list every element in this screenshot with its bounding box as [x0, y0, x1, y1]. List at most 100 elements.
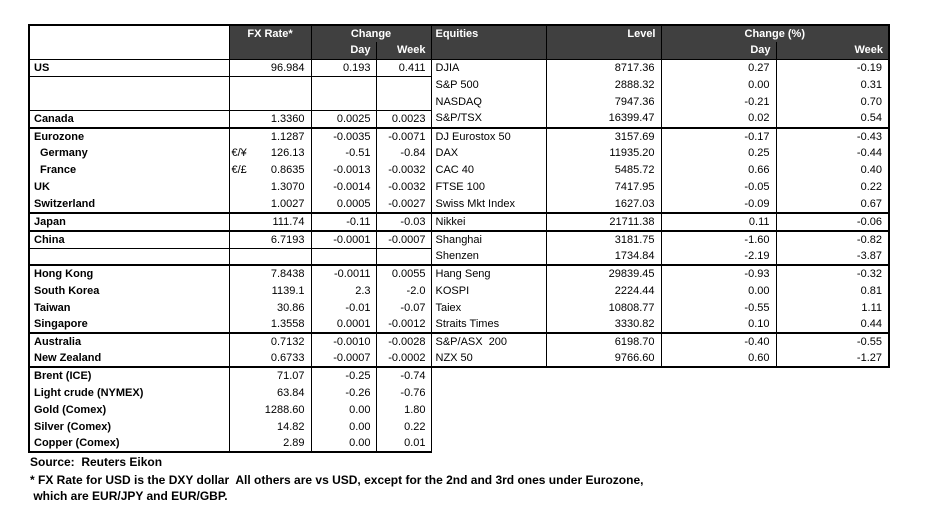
equity-change-day: 0.27	[660, 59, 776, 76]
empty-cell	[546, 435, 661, 452]
table-row: France €/£ 0.8635 -0.0013 -0.0032 CAC 40 5485.…	[28, 161, 890, 179]
table-row: Silver (Comex) 14.82 0.00 0.22	[28, 418, 889, 435]
equity-level: 29839.45	[545, 265, 661, 282]
market-table-body: US 96.984 0.193 0.411 DJIA 8717.36 0.27 -0.19 S&…	[28, 59, 890, 453]
equity-level: 6198.70	[545, 333, 661, 350]
table-row: S&P 500 2888.32 0.00 0.31	[28, 76, 890, 93]
equity-change-day: 0.00	[660, 76, 776, 93]
fx-change-day: -0.01	[310, 299, 376, 316]
table-row: US 96.984 0.193 0.411 DJIA 8717.36 0.27 -0.19	[28, 59, 890, 77]
equity-change-week: -0.06	[775, 212, 890, 232]
fx-label: Germany	[28, 144, 229, 162]
equity-change-week: 0.31	[775, 76, 890, 93]
fx-change-day: -0.0001	[310, 230, 376, 249]
fx-change-week: -2.0	[375, 282, 432, 299]
fx-label: US	[28, 59, 229, 77]
fx-change-day: -0.0035	[310, 127, 376, 145]
market-table-header: FX Rate* Change Equities Level Change (%…	[28, 24, 890, 60]
fx-change-day: -0.51	[310, 144, 376, 162]
fx-rate-value: 63.84	[276, 386, 305, 399]
fx-change-week: 0.0055	[375, 265, 432, 282]
empty-cell	[431, 401, 546, 418]
fx-rate-value: 0.7132	[270, 336, 305, 348]
fx-change-week: 0.0023	[375, 110, 432, 129]
fx-label	[28, 248, 229, 266]
fx-change-day: -0.0013	[310, 161, 376, 179]
table-row: Gold (Comex) 1288.60 0.00 1.80	[28, 401, 889, 418]
fx-rate-value: 126.13	[270, 147, 305, 159]
fx-change-day: -0.0014	[310, 178, 376, 196]
equity-name: Shanghai	[435, 233, 483, 246]
fx-change-week: 0.22	[375, 418, 432, 435]
fx-rate-value: 71.07	[276, 370, 305, 382]
equity-change-day: -2.19	[660, 248, 776, 266]
fx-change-week: -0.0002	[375, 350, 432, 368]
fx-rate-cell: 71.07	[228, 367, 311, 384]
fx-label	[28, 93, 229, 111]
equity-change-day: -0.09	[660, 195, 776, 214]
fx-day-header: Day	[310, 42, 376, 60]
market-table-area: FX Rate* Change Equities Level Change (%…	[28, 24, 890, 453]
fx-change-week: -0.07	[375, 299, 432, 316]
equity-name: DAX	[435, 147, 459, 159]
empty-cell	[661, 384, 776, 401]
fx-change-day	[310, 248, 376, 266]
equity-change-week: 0.44	[775, 316, 890, 334]
empty-cell	[431, 384, 546, 401]
fx-rate-cell: 1.3360	[228, 110, 311, 129]
fx-change-week: -0.03	[375, 212, 432, 232]
table-row: Germany €/¥ 126.13 -0.51 -0.84 DAX 11935.20 0.2…	[28, 144, 890, 162]
equity-change-week: -0.44	[775, 144, 890, 162]
equity-change-day: -0.05	[660, 178, 776, 196]
fx-rate-cell: 0.7132	[228, 333, 311, 350]
equity-change-day: 0.00	[660, 282, 776, 299]
market-table: FX Rate* Change Equities Level Change (%…	[28, 24, 890, 453]
equity-level: 3157.69	[545, 127, 661, 145]
fx-rate-cell: 1.0027	[228, 195, 311, 214]
equity-change-week: -0.32	[775, 265, 890, 282]
fx-rate-cell: 14.82	[228, 418, 311, 435]
table-row: Switzerland 1.0027 0.0005 -0.0027 Swiss Mkt …	[28, 195, 890, 214]
empty-cell	[776, 401, 889, 418]
fx-change-day	[310, 76, 376, 93]
level-header-spacer	[545, 42, 661, 60]
fx-change-week: -0.0012	[375, 316, 432, 334]
empty-cell	[776, 435, 889, 452]
fx-change-day	[310, 93, 376, 111]
fx-change-week: -0.84	[375, 144, 432, 162]
fx-change-week: 1.80	[375, 401, 432, 418]
table-row: Japan 111.74 -0.11 -0.03 Nikkei 21711.38 0.11-…	[28, 212, 890, 232]
fx-label: Singapore	[28, 316, 229, 334]
fx-label: Eurozone	[28, 127, 229, 145]
table-row: Light crude (NYMEX) 63.84 -0.26 -0.76	[28, 384, 889, 401]
table-row: NASDAQ 7947.36 -0.21 0.70	[28, 93, 890, 111]
equity-change-day: -0.40	[660, 333, 776, 350]
table-row: Brent (ICE) 71.07 -0.25 -0.74	[28, 367, 889, 384]
empty-cell	[776, 384, 889, 401]
fx-change-day: 2.3	[310, 282, 376, 299]
equity-change-day: 0.66	[660, 161, 776, 179]
level-header: Level	[545, 24, 661, 42]
fx-rate-cell: 1.1287	[228, 127, 311, 145]
footnote-line-1: * FX Rate for USD is the DXY dollar All …	[30, 473, 644, 487]
equity-change-week: -0.19	[775, 59, 890, 76]
fx-rate-value: 111.74	[272, 215, 305, 228]
fx-change-day: 0.0005	[310, 195, 376, 214]
fx-change-week: -0.74	[375, 367, 432, 384]
fx-label: France	[28, 161, 229, 179]
equity-change-day: -0.17	[660, 127, 776, 145]
equity-change-day: -0.93	[660, 265, 776, 282]
fx-label: Light crude (NYMEX)	[28, 384, 229, 401]
fx-change-header: Change	[310, 24, 432, 42]
equity-change-day: 0.02	[660, 110, 776, 129]
fx-rate-value: 96.984	[270, 61, 305, 74]
fx-change-week	[375, 248, 432, 266]
fx-rate-cell: 96.984	[228, 59, 311, 77]
fx-change-day: -0.0010	[310, 333, 376, 350]
footer: Source: Reuters Eikon * FX Rate for USD …	[30, 454, 643, 504]
equity-name: CAC 40	[435, 164, 475, 176]
equity-change-week: -3.87	[775, 248, 890, 266]
fx-rate-cell: 1.3070	[228, 178, 311, 196]
fx-rate-value: 14.82	[276, 420, 305, 433]
equity-name: Hang Seng	[435, 268, 491, 280]
